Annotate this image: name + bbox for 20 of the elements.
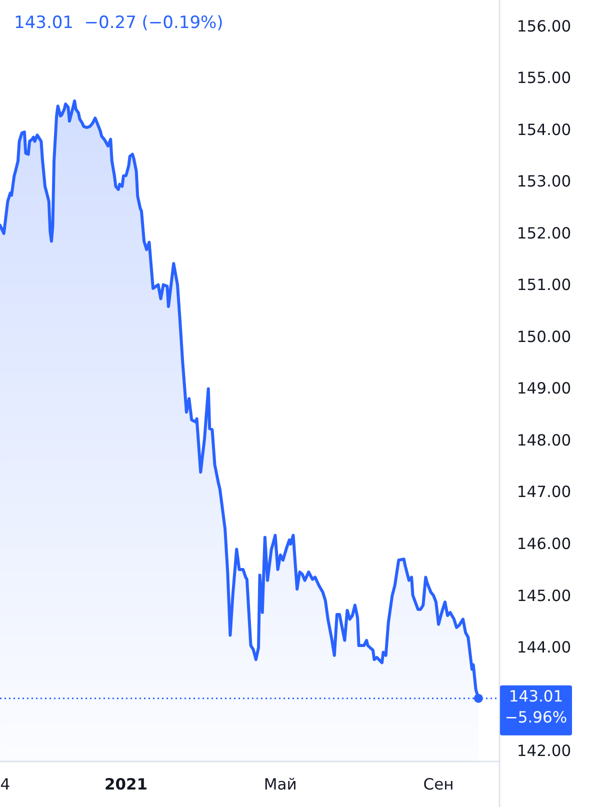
x-tick-label: Сен (423, 775, 454, 794)
y-tick-label: 154.00 (516, 120, 572, 139)
y-tick-label: 148.00 (516, 431, 572, 450)
y-tick-label: 150.00 (516, 328, 572, 346)
y-tick-label: 152.00 (516, 224, 572, 242)
y-tick-label: 149.00 (516, 380, 572, 398)
y-tick-label: 156.00 (516, 17, 572, 36)
y-tick-label: 147.00 (516, 483, 572, 502)
y-tick-label: 145.00 (516, 586, 572, 605)
text: 143.01 −0.27 (−0.19%) (14, 12, 224, 33)
x-tick-label: Май (264, 775, 297, 794)
y-tick-label: 153.00 (516, 172, 572, 191)
y-tick-label: 155.00 (516, 69, 572, 88)
y-tick-label: 144.00 (516, 638, 572, 657)
y-tick-label: 151.00 (516, 276, 572, 294)
x-tick-label: 2021 (104, 775, 148, 794)
ref-line-label: 143.01 −5.96% (504, 687, 568, 726)
x-tick-label: 4 (0, 775, 10, 794)
y-tick-label: 146.00 (516, 534, 572, 553)
y-tick-label: 142.00 (516, 742, 572, 760)
